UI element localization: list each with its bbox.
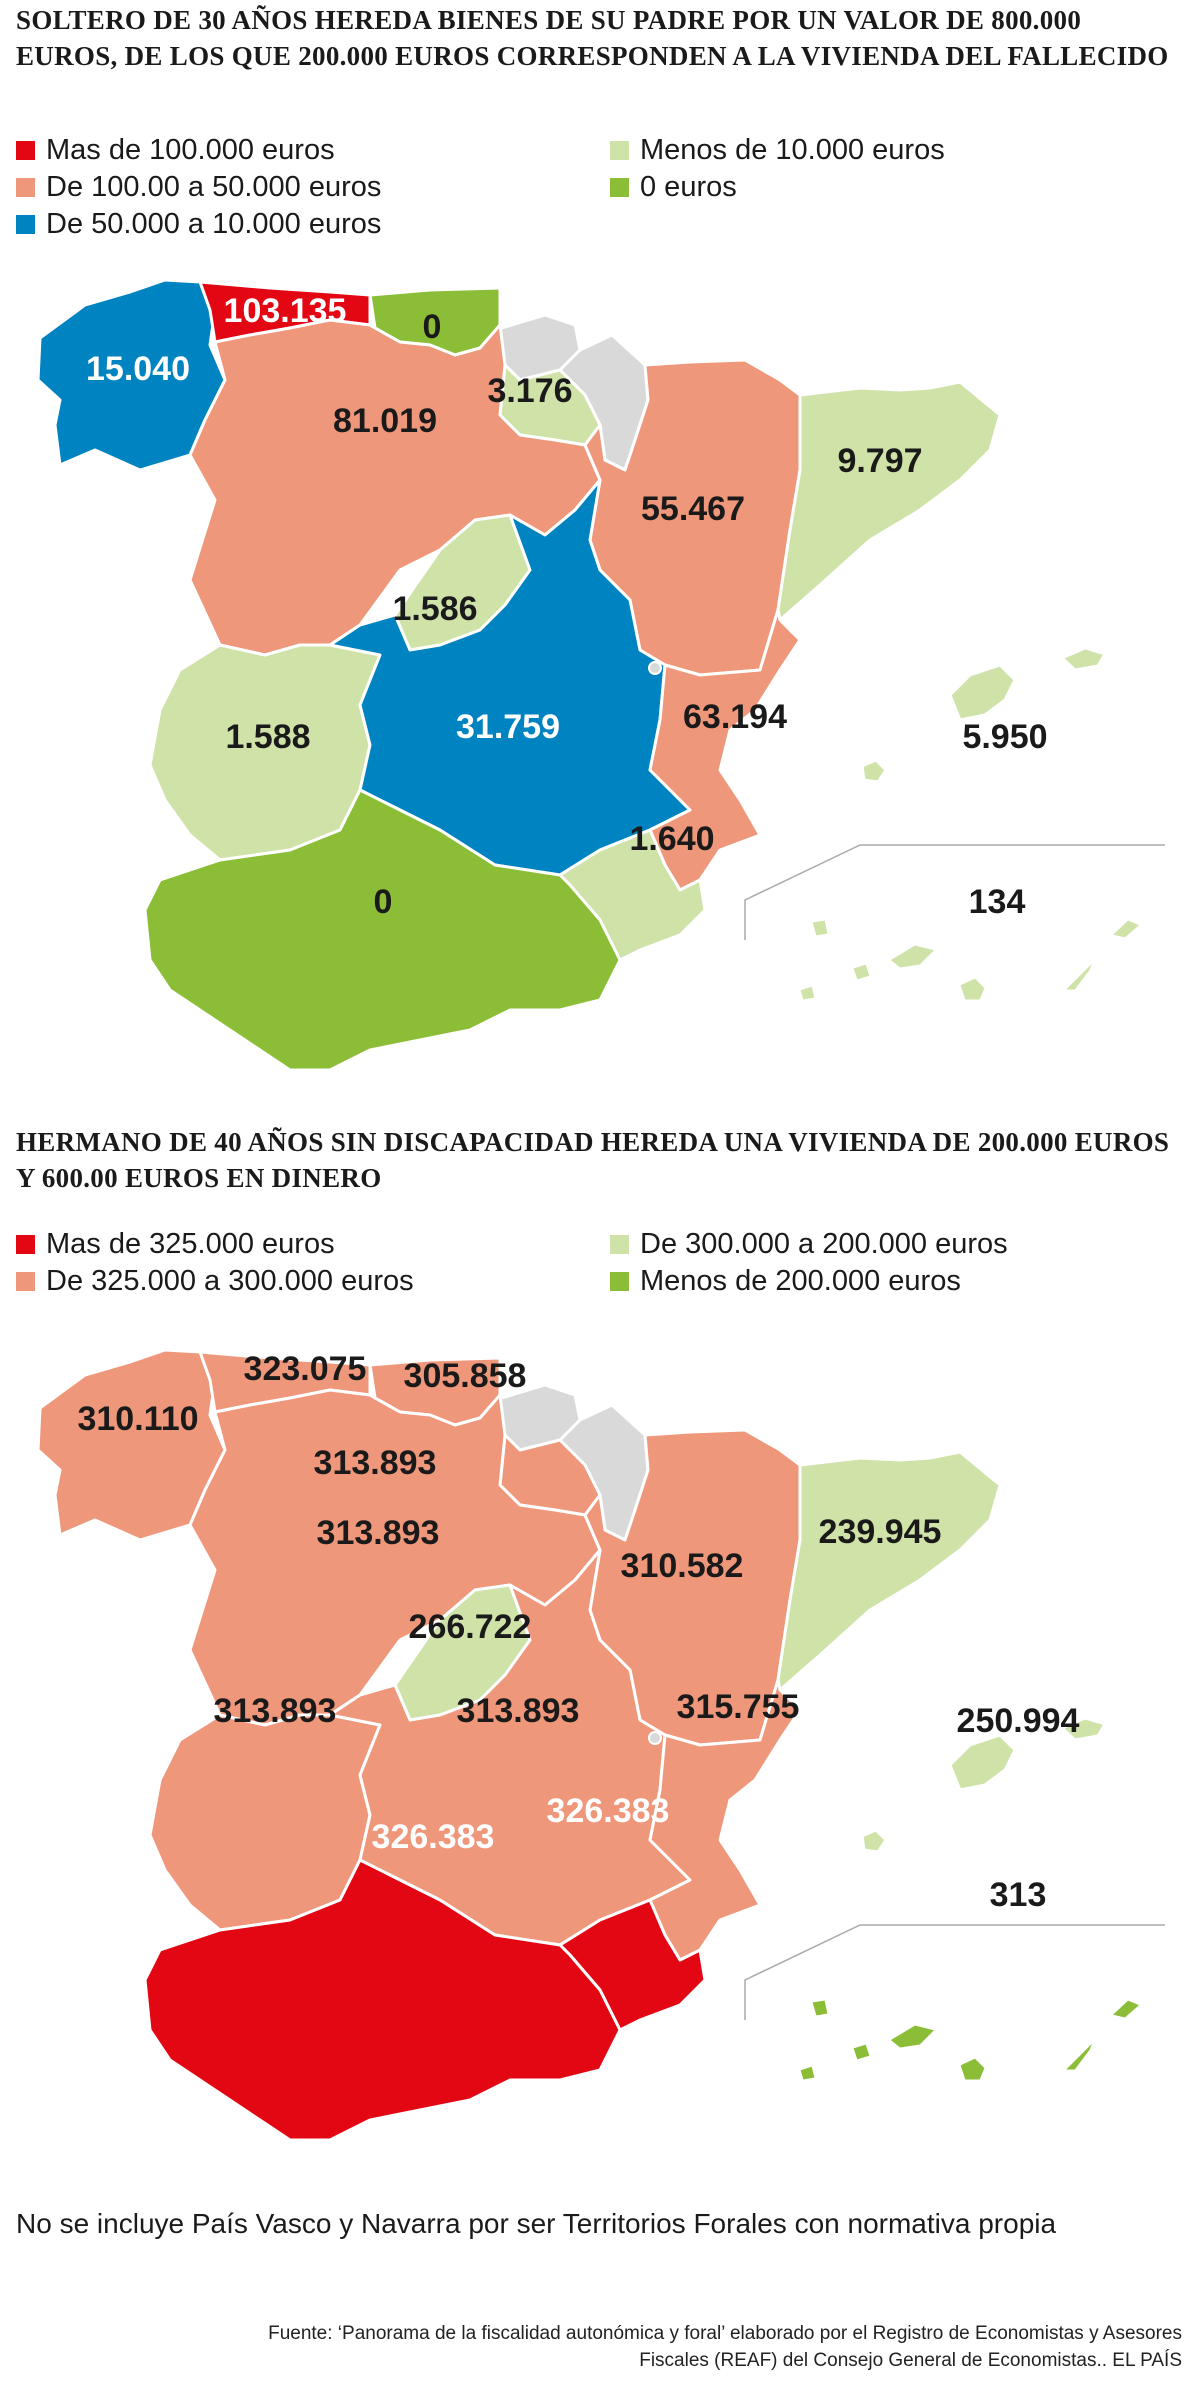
- region-valencia: [648, 1678, 802, 1962]
- region-canarias: [889, 944, 936, 969]
- value-extremadura: 1.588: [225, 718, 310, 756]
- value-extremadura: 313.893: [214, 1692, 337, 1730]
- value-asturias: 323.075: [244, 1350, 367, 1388]
- region-canarias: [1110, 1999, 1141, 2019]
- legend-label: De 100.00 a 50.000 euros: [46, 171, 382, 203]
- footnote: No se incluye País Vasco y Navarra por s…: [16, 2208, 1057, 2239]
- map1: 15.040 103.135 0 81.019 3.176 55.467 9.7…: [0, 270, 1200, 1100]
- legend-item: Menos de 200.000 euros: [610, 1263, 961, 1299]
- value-la-rioja: 313.893: [314, 1444, 437, 1482]
- region-canarias: [852, 2043, 871, 2061]
- region-cataluna: [776, 1450, 1002, 1692]
- region-canarias: [889, 2024, 936, 2049]
- legend-item: De 325.000 a 300.000 euros: [16, 1263, 414, 1299]
- legend-swatch: [16, 140, 35, 160]
- value-baleares: 250.994: [957, 1702, 1080, 1740]
- value-castilla-leon: 81.019: [333, 402, 437, 440]
- legend-label: De 50.000 a 10.000 euros: [46, 208, 382, 240]
- region-andalucia: [143, 1858, 622, 2142]
- region-baleares: [860, 1828, 888, 1854]
- region-canarias: [799, 2065, 816, 2081]
- legend-swatch: [610, 1271, 629, 1291]
- value-madrid: 1.586: [392, 590, 477, 628]
- source-credit: Fuente: ‘Panorama de la fiscalidad auton…: [22, 2320, 1182, 2374]
- enclave-marker: [648, 1731, 662, 1745]
- canarias-frame: [744, 1924, 1165, 2020]
- region-canarias: [1063, 2024, 1101, 2071]
- region-canarias: [959, 977, 986, 1001]
- value-cataluna: 239.945: [819, 1513, 942, 1551]
- region-canarias: [811, 919, 829, 937]
- value-la-rioja: 3.176: [487, 372, 572, 410]
- region-baleares: [948, 1733, 1017, 1792]
- legend-item: Mas de 325.000 euros: [16, 1226, 335, 1262]
- legend-label: 0 euros: [640, 171, 737, 203]
- value-valencia: 315.755: [677, 1688, 800, 1726]
- region-canarias: [811, 1999, 829, 2017]
- enclave-marker: [648, 661, 662, 675]
- region-andalucia: [143, 788, 622, 1072]
- region-baleares: [1060, 1716, 1107, 1742]
- legend-label: Menos de 200.000 euros: [640, 1265, 961, 1297]
- value-andalucia: 0: [374, 883, 393, 921]
- map2-title: HERMANO DE 40 AÑOS SIN DISCAPACIDAD HERE…: [16, 1127, 1170, 1193]
- value-baleares: 5.950: [962, 718, 1047, 756]
- value-andalucia: 326.383: [372, 1818, 495, 1856]
- value-aragon: 310.582: [621, 1547, 744, 1585]
- value-asturias: 103.135: [224, 292, 347, 330]
- value-castilla-leon: 313.893: [317, 1514, 440, 1552]
- map1-svg: 15.040 103.135 0 81.019 3.176 55.467 9.7…: [36, 278, 1165, 1072]
- value-murcia: 326.383: [547, 1792, 670, 1830]
- region-valencia: [648, 608, 802, 892]
- legend-label: Menos de 10.000 euros: [640, 134, 945, 166]
- region-cataluna: [776, 380, 1002, 622]
- legend-swatch: [16, 177, 35, 197]
- legend-label: De 325.000 a 300.000 euros: [46, 1265, 414, 1297]
- legend-swatch: [16, 1271, 35, 1291]
- value-cataluna: 9.797: [837, 442, 922, 480]
- region-canarias: [1110, 919, 1141, 939]
- legend-item: Menos de 10.000 euros: [610, 132, 945, 168]
- region-baleares: [948, 663, 1017, 722]
- legend-item: De 100.00 a 50.000 euros: [16, 169, 381, 205]
- legend-swatch: [610, 140, 629, 160]
- value-canarias: 313: [990, 1876, 1047, 1914]
- value-galicia: 310.110: [77, 1400, 198, 1438]
- value-madrid: 266.722: [409, 1608, 532, 1646]
- region-canarias: [959, 2057, 986, 2081]
- legend-item: De 50.000 a 10.000 euros: [16, 206, 381, 242]
- legend-swatch: [610, 1234, 629, 1254]
- value-valencia: 63.194: [683, 698, 787, 736]
- legend-item: 0 euros: [610, 169, 737, 205]
- value-aragon: 55.467: [641, 490, 745, 528]
- value-canarias: 134: [969, 883, 1026, 921]
- value-cantabria: 0: [423, 308, 442, 346]
- legend-item: Mas de 100.000 euros: [16, 132, 335, 168]
- value-castilla-la-mancha: 313.893: [457, 1692, 580, 1730]
- map2-svg: 310.110 323.075 305.858 313.893 313.893 …: [36, 1348, 1165, 2142]
- region-canarias: [1063, 944, 1101, 991]
- legend-label: De 300.000 a 200.000 euros: [640, 1228, 1008, 1260]
- region-canarias: [852, 963, 871, 981]
- source-line-2: Fiscales (REAF) del Consejo General de E…: [639, 2350, 1182, 2371]
- map2: 310.110 323.075 305.858 313.893 313.893 …: [0, 1340, 1200, 2170]
- legend-item: De 300.000 a 200.000 euros: [610, 1226, 1008, 1262]
- map1-title: SOLTERO DE 30 AÑOS HEREDA BIENES DE SU P…: [16, 5, 1169, 71]
- value-cantabria: 305.858: [404, 1357, 527, 1395]
- region-canarias: [799, 985, 816, 1001]
- value-castilla-la-mancha: 31.759: [456, 708, 560, 746]
- legend-swatch: [16, 214, 35, 234]
- map1-legend: Mas de 100.000 euros De 100.00 a 50.000 …: [16, 132, 1186, 252]
- value-galicia: 15.040: [86, 350, 190, 388]
- value-murcia: 1.640: [629, 820, 714, 858]
- region-baleares: [860, 758, 888, 784]
- map2-legend: Mas de 325.000 euros De 325.000 a 300.00…: [16, 1226, 1186, 1346]
- legend-label: Mas de 325.000 euros: [46, 1228, 335, 1260]
- source-line-1: Fuente: ‘Panorama de la fiscalidad auton…: [268, 2323, 1182, 2344]
- legend-swatch: [610, 177, 629, 197]
- region-baleares: [1060, 646, 1107, 672]
- legend-swatch: [16, 1234, 35, 1254]
- legend-label: Mas de 100.000 euros: [46, 134, 335, 166]
- canarias-frame: [744, 844, 1165, 940]
